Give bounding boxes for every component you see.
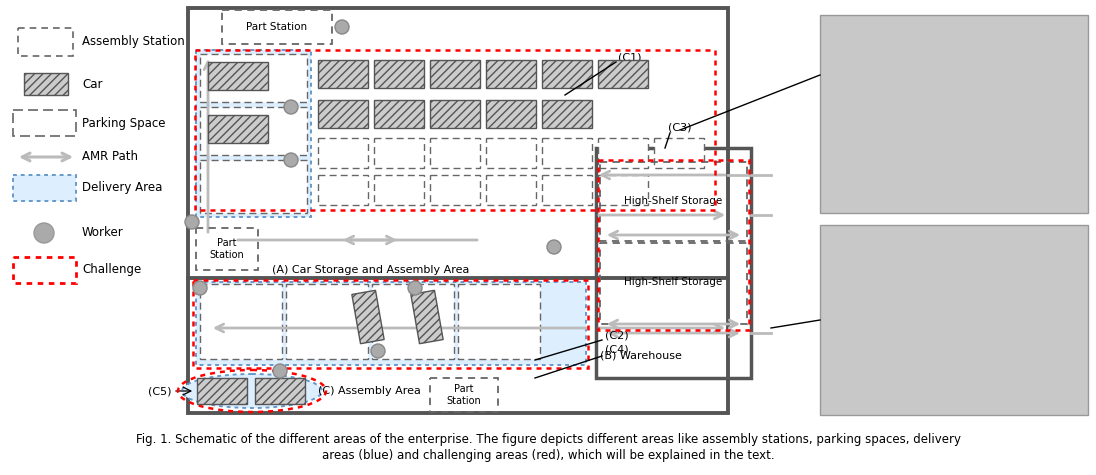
Text: Part
Station: Part Station [209, 238, 244, 260]
Bar [486, 60, 536, 88]
Bar [18, 28, 73, 56]
Circle shape [273, 364, 287, 378]
Text: (C1): (C1) [618, 53, 641, 63]
Bar [598, 175, 648, 205]
Bar [820, 225, 1088, 415]
Bar [600, 162, 747, 241]
Bar [255, 378, 305, 404]
Bar [199, 54, 307, 102]
Bar [411, 290, 443, 344]
Circle shape [34, 223, 54, 243]
Bar [543, 60, 592, 88]
Bar [486, 175, 536, 205]
Text: (C) Assembly Area: (C) Assembly Area [318, 386, 421, 396]
Bar [430, 100, 480, 128]
Bar [193, 280, 587, 368]
Bar [374, 175, 424, 205]
Text: Delivery Area: Delivery Area [82, 181, 162, 194]
Bar [318, 60, 368, 88]
Bar [372, 284, 454, 359]
Bar [13, 175, 76, 201]
Bar [430, 378, 498, 412]
Text: (C5): (C5) [148, 386, 171, 396]
Bar [374, 60, 424, 88]
Bar [600, 243, 747, 324]
Text: (C4): (C4) [605, 345, 629, 355]
Bar [13, 110, 76, 136]
Text: Fig. 1. Schematic of the different areas of the enterprise. The figure depicts d: Fig. 1. Schematic of the different areas… [136, 434, 960, 446]
Bar [543, 175, 592, 205]
Bar [13, 257, 76, 283]
Bar [598, 160, 749, 330]
Bar [318, 175, 368, 205]
Circle shape [335, 20, 349, 34]
Text: Challenge: Challenge [82, 264, 141, 276]
Bar [352, 290, 385, 344]
Circle shape [372, 344, 385, 358]
Circle shape [408, 281, 422, 295]
Bar [458, 284, 540, 359]
Bar [208, 115, 269, 143]
Bar [24, 73, 68, 95]
Text: High-Shelf Storage: High-Shelf Storage [625, 196, 722, 206]
Bar [199, 107, 307, 155]
Text: Part Station: Part Station [247, 22, 308, 32]
Text: Assembly Station: Assembly Station [82, 36, 185, 48]
Bar [820, 15, 1088, 213]
Bar [596, 148, 751, 378]
Bar [196, 50, 311, 217]
Bar [654, 138, 704, 168]
Ellipse shape [182, 374, 322, 408]
Bar [374, 138, 424, 168]
Circle shape [284, 153, 298, 167]
Circle shape [547, 240, 561, 254]
Text: (C3): (C3) [667, 123, 692, 133]
Text: Car: Car [82, 77, 103, 91]
Circle shape [193, 281, 207, 295]
Bar [486, 138, 536, 168]
Bar [199, 284, 282, 359]
Bar [195, 50, 715, 210]
Text: areas (blue) and challenging areas (red), which will be explained in the text.: areas (blue) and challenging areas (red)… [322, 449, 774, 463]
Bar [208, 62, 269, 90]
Bar [598, 138, 648, 168]
Bar [318, 138, 368, 168]
Text: Part
Station: Part Station [447, 384, 481, 406]
Bar [199, 160, 307, 213]
Bar [543, 100, 592, 128]
Text: (B) Warehouse: (B) Warehouse [600, 351, 682, 361]
Circle shape [284, 100, 298, 114]
Bar [197, 378, 247, 404]
Text: High-Shelf Storage: High-Shelf Storage [625, 277, 722, 287]
Text: Worker: Worker [82, 227, 124, 239]
Bar [430, 138, 480, 168]
Bar [598, 60, 648, 88]
Bar [222, 10, 332, 44]
Bar [196, 282, 586, 365]
Bar [543, 138, 592, 168]
Bar [318, 100, 368, 128]
Bar [430, 175, 480, 205]
Circle shape [185, 215, 199, 229]
Text: (C2): (C2) [605, 330, 629, 340]
Bar [196, 228, 258, 270]
Bar [189, 8, 728, 413]
Bar [286, 284, 368, 359]
Text: (A) Car Storage and Assembly Area: (A) Car Storage and Assembly Area [272, 265, 469, 275]
Bar [486, 100, 536, 128]
Bar [374, 100, 424, 128]
Bar [430, 60, 480, 88]
Text: Parking Space: Parking Space [82, 116, 165, 130]
Text: AMR Path: AMR Path [82, 151, 138, 163]
